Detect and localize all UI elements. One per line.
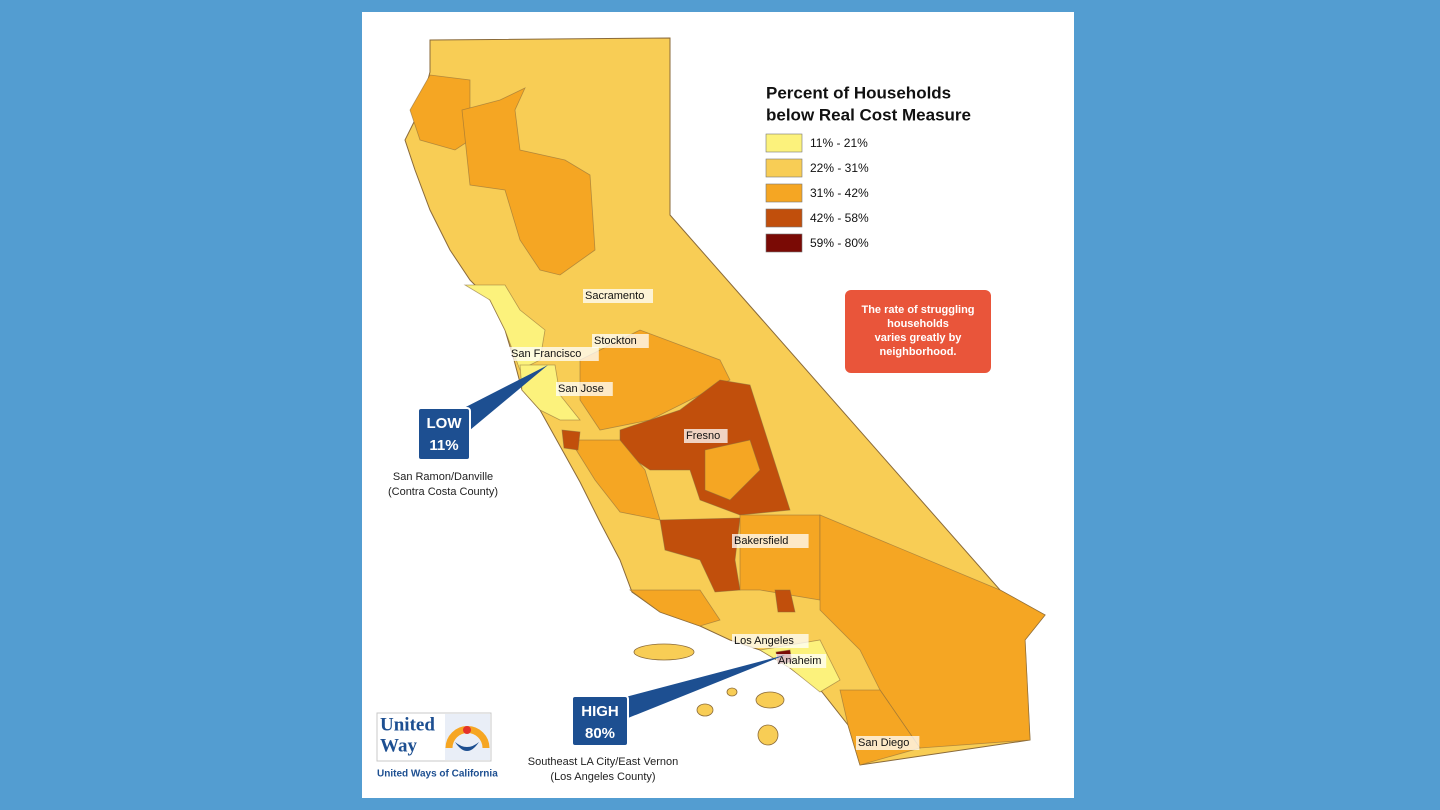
legend-label: 42% - 58% <box>810 211 869 225</box>
legend-title: Percent of Households <box>766 83 951 102</box>
legend-swatch <box>765 133 803 153</box>
city-label: San Diego <box>858 737 909 749</box>
logo-tagline: United Ways of California <box>377 769 498 780</box>
legend-label: 11% - 21% <box>810 136 868 150</box>
city-label-bg <box>556 382 613 396</box>
county-region <box>704 439 761 501</box>
callout-box <box>571 695 629 747</box>
callout-value: 80% <box>585 725 615 742</box>
city-label-bg <box>732 634 809 648</box>
logo-name: Way <box>380 735 417 756</box>
city-label: San Francisco <box>511 348 581 360</box>
legend-title: below Real Cost Measure <box>766 105 971 124</box>
callout-label: HIGH <box>581 703 619 720</box>
callout-box <box>417 407 471 461</box>
logo-name: United <box>380 714 435 735</box>
legend-label: 59% - 80% <box>810 236 869 250</box>
city-label: Anaheim <box>778 655 821 667</box>
city-label-bg <box>776 654 827 668</box>
logo-icon-head <box>463 726 471 734</box>
city-label-bg <box>583 289 653 303</box>
logo-icon-hand <box>455 742 479 751</box>
city-label: Los Angeles <box>734 635 794 647</box>
legend-swatch <box>765 158 803 178</box>
county-region <box>819 514 1046 749</box>
city-label: Stockton <box>594 335 637 347</box>
county-region <box>561 429 581 451</box>
city-label-bg <box>592 334 649 348</box>
legend-swatch <box>765 183 803 203</box>
county-region <box>628 589 721 627</box>
callout-place: (Contra Costa County) <box>388 486 498 498</box>
legend-swatch <box>765 208 803 228</box>
callout-place: (Los Angeles County) <box>550 771 655 783</box>
city-label-bg <box>684 429 728 443</box>
county-region <box>519 364 581 421</box>
county-region <box>774 589 796 613</box>
legend-label: 22% - 31% <box>810 161 869 175</box>
city-label-bg <box>856 736 920 750</box>
county-region <box>409 74 471 151</box>
island <box>726 687 738 697</box>
city-label-bg <box>732 534 809 548</box>
note-text: varies greatly by <box>875 332 963 344</box>
callout-value: 11% <box>429 437 458 454</box>
city-label: San Jose <box>558 383 604 395</box>
county-region <box>461 87 596 276</box>
legend-label: 31% - 42% <box>810 186 869 200</box>
note-box <box>845 290 991 373</box>
city-label-bg <box>509 347 599 361</box>
island <box>633 643 695 661</box>
callout-pointer <box>614 655 785 718</box>
county-region <box>569 439 661 521</box>
legend-swatch <box>765 233 803 253</box>
callout-place: San Ramon/Danville <box>393 471 493 483</box>
county-region <box>739 514 821 601</box>
city-label: Fresno <box>686 430 720 442</box>
note-text: households <box>887 318 949 330</box>
callout-pointer <box>456 365 548 430</box>
note-text: The rate of struggling <box>861 304 974 316</box>
county-region <box>659 517 741 593</box>
island <box>757 724 779 746</box>
island <box>696 703 714 717</box>
callout-place: Southeast LA City/East Vernon <box>528 756 678 768</box>
city-label: Sacramento <box>585 290 644 302</box>
callout-label: LOW <box>427 415 463 432</box>
county-region <box>579 329 731 431</box>
note-text: neighborhood. <box>880 346 957 358</box>
island <box>755 691 785 709</box>
city-label: Bakersfield <box>734 535 788 547</box>
